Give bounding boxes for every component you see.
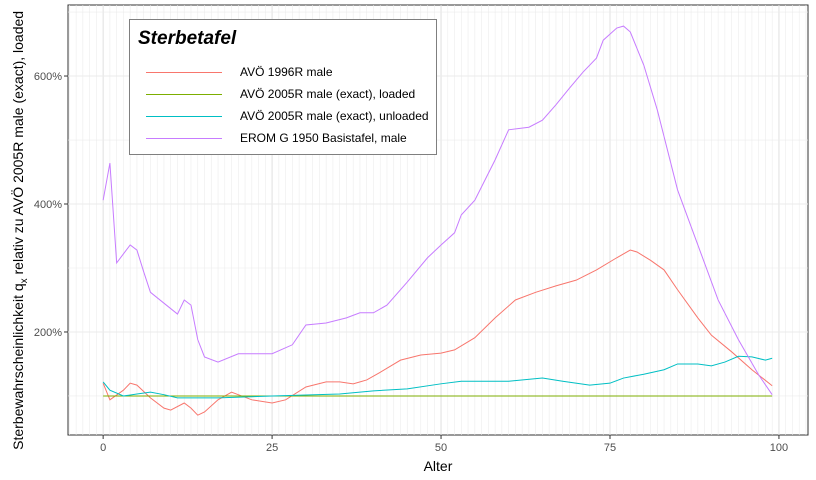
x-tick-label: 50 bbox=[435, 442, 447, 454]
legend-item: EROM G 1950 Basistafel, male bbox=[146, 128, 407, 148]
series-line bbox=[102, 355, 773, 399]
x-tick-label: 75 bbox=[604, 442, 616, 454]
x-tick-label: 25 bbox=[266, 442, 278, 454]
legend-item: AVÖ 2005R male (exact), unloaded bbox=[146, 106, 429, 126]
legend-swatch bbox=[146, 115, 222, 117]
y-tick-label: 400% bbox=[34, 199, 62, 211]
y-tick-label: 600% bbox=[34, 71, 62, 83]
series-line bbox=[102, 249, 773, 416]
legend-item: AVÖ 1996R male bbox=[146, 62, 333, 82]
legend-title: Sterbetafel bbox=[138, 28, 237, 49]
y-tick-label: 200% bbox=[34, 327, 62, 339]
legend: Sterbetafel AVÖ 1996R male AVÖ 2005R mal… bbox=[129, 19, 437, 155]
legend-swatch bbox=[146, 93, 222, 95]
legend-item: AVÖ 2005R male (exact), loaded bbox=[146, 84, 415, 104]
series-line bbox=[102, 25, 773, 395]
x-axis-title: Alter bbox=[424, 458, 453, 474]
x-tick-label: 0 bbox=[100, 442, 106, 454]
legend-swatch bbox=[146, 137, 222, 139]
x-tick-label: 100 bbox=[770, 442, 788, 454]
legend-swatch bbox=[146, 71, 222, 73]
y-axis-title: Sterbewahrscheinlichkeit qx relativ zu A… bbox=[10, 10, 30, 450]
